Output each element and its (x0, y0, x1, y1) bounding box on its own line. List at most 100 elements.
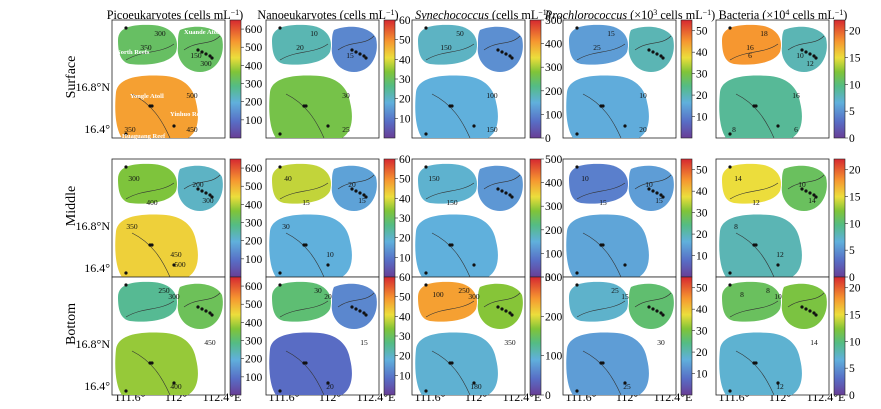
station-marker (210, 195, 214, 199)
station-marker (450, 361, 454, 365)
station-marker (508, 54, 512, 58)
colorbar-tick-label: 50 (399, 292, 411, 304)
station-marker (575, 283, 579, 287)
contour-line (431, 232, 471, 278)
colorbar-tick-label: 300 (545, 201, 563, 213)
region-north-fill (722, 24, 781, 65)
region-xuande-fill (477, 165, 523, 211)
colorbar-tick-label: 30 (399, 74, 411, 86)
column-title-part: Prochlorococcus (544, 8, 628, 22)
contour-label: 18 (760, 29, 768, 38)
region-xuande-fill (781, 26, 827, 73)
contour-label: 8 (740, 290, 744, 299)
station-marker (210, 313, 214, 317)
station-marker (623, 381, 627, 385)
contour-line (431, 350, 471, 396)
contour-label: 30 (314, 286, 322, 295)
station-marker (150, 243, 154, 247)
station-marker (504, 309, 508, 313)
colorbar-bar (680, 158, 693, 278)
contour-line (431, 93, 471, 139)
contour-label: 12 (776, 382, 784, 391)
station-marker (200, 189, 204, 193)
station-marker (728, 132, 732, 136)
contour-label: 30 (657, 338, 665, 347)
station-marker (814, 313, 818, 317)
column-title-part: −1 (703, 8, 712, 17)
colorbar-tick-label: 20 (849, 283, 861, 295)
station-marker (358, 309, 362, 313)
contour-label: 6 (794, 125, 798, 134)
contour-line (183, 292, 221, 308)
station-marker (655, 309, 659, 313)
region-xuande-fill (331, 165, 377, 211)
colorbar-tick-label: 300 (245, 336, 263, 348)
station-marker (196, 187, 200, 191)
y-tick-label: 16.8°N (76, 80, 111, 94)
contour-line (735, 93, 775, 139)
contour-label: 12 (752, 198, 760, 207)
colorbar-tick-label: 30 (399, 331, 411, 343)
colorbar-tick-label: 20 (399, 94, 411, 106)
contour-label: 15 (302, 198, 310, 207)
station-marker (808, 191, 812, 195)
contour-line (483, 35, 521, 51)
contour-label: 16 (792, 91, 800, 100)
column-title-part: ) (711, 8, 715, 22)
station-marker (196, 48, 200, 52)
column-title-pico: Picoeukaryotes (cells mL−1) (107, 8, 243, 23)
contour-label: 200 (192, 180, 204, 189)
contour-label: 15 (621, 292, 629, 301)
colorbar-tick-label: 300 (545, 272, 563, 284)
contour-label: 25 (611, 286, 619, 295)
contour-line (729, 182, 779, 200)
contour-label: 300 (168, 292, 180, 301)
region-xuande-fill (477, 26, 523, 73)
contour-label: 15 (599, 198, 607, 207)
station-marker (350, 48, 354, 52)
contour-label: 300 (200, 59, 212, 68)
place-name: North Reefs (116, 49, 150, 56)
contour-label: 10 (581, 174, 589, 183)
colorbar-syn-surface: 0 100 200 300 400 500 (529, 15, 563, 145)
station-marker (575, 132, 579, 136)
colorbar-tick-label: 20 (696, 90, 708, 102)
station-marker (204, 52, 208, 56)
contour-line (576, 43, 626, 61)
colorbar-tick-label: 50 (399, 35, 411, 47)
contour-label: 15 (360, 338, 368, 347)
station-marker (800, 305, 804, 309)
contour-label: 14 (734, 174, 742, 183)
contour-label: 300 (202, 196, 214, 205)
station-marker (358, 52, 362, 56)
map-panel-syn-middle: 150 150 (411, 158, 526, 278)
contour-label: 25 (593, 43, 601, 52)
region-north-fill (722, 163, 781, 204)
station-marker (651, 189, 655, 193)
station-marker (172, 263, 176, 267)
colorbar-tick-label: 300 (245, 79, 263, 91)
station-marker (196, 305, 200, 309)
station-marker (350, 305, 354, 309)
column-title-pro: Prochlorococcus (×103 cells mL−1) (544, 8, 715, 23)
colorbar-tick-label: 10 (849, 218, 861, 230)
colorbar-tick-label: 20 (849, 165, 861, 177)
place-name-labels: North Reefs Xuande Atoll Yongle Atoll Yinhu… (116, 29, 221, 140)
column-title-part: Nanoeukaryotes (cells mL (257, 8, 386, 22)
colorbar-tick-label: 50 (696, 26, 708, 38)
station-marker (326, 124, 330, 128)
region-north-fill (118, 163, 177, 204)
colorbar-syn-bottom: 0 100 200 300 (529, 272, 563, 402)
station-marker (304, 104, 308, 108)
colorbar-bar (229, 19, 242, 139)
colorbar-tick-label: 0 (545, 390, 551, 402)
station-marker (804, 189, 808, 193)
colorbar-tick-label: 0 (849, 390, 855, 402)
colorbar-tick-label: 20 (399, 233, 411, 245)
colorbar-tick-label: 500 (245, 299, 263, 311)
station-marker (808, 309, 812, 313)
station-marker (450, 104, 454, 108)
contour-label: 12 (776, 250, 784, 259)
